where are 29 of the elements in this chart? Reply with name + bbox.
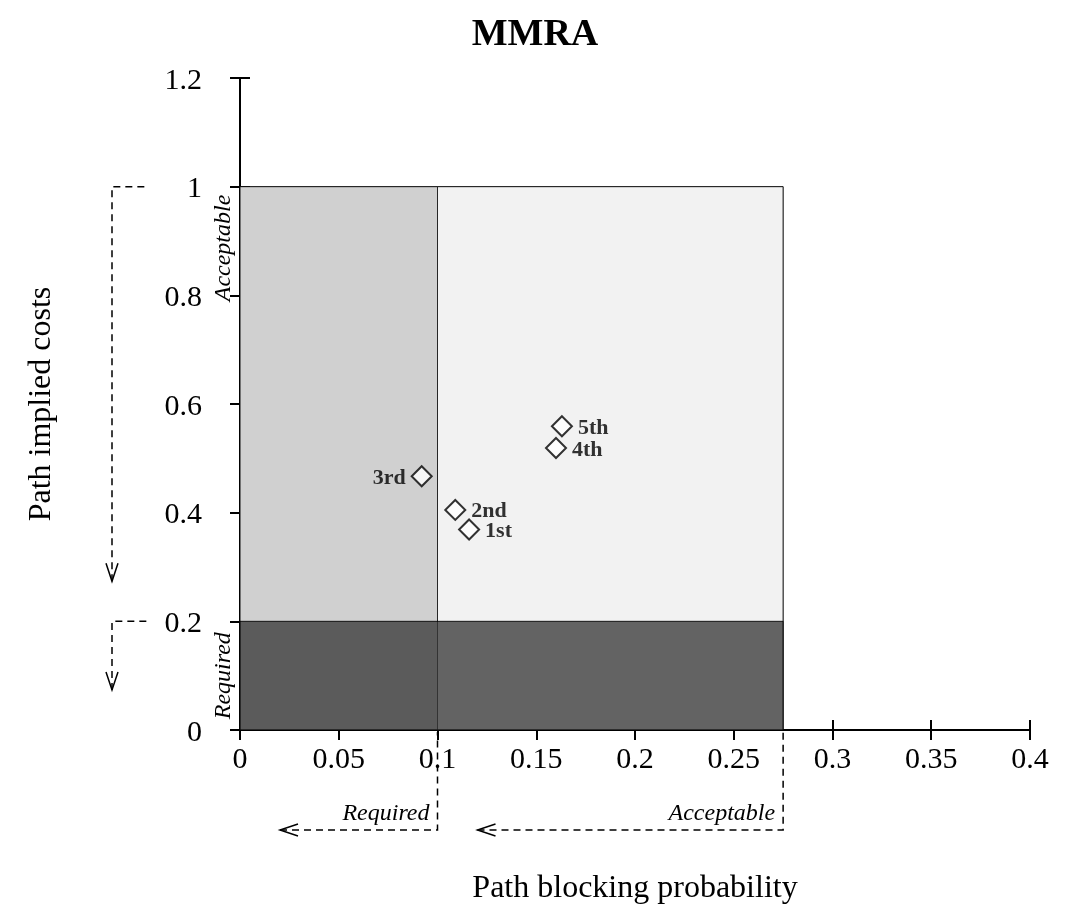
point (444, 498, 467, 521)
x-tick-label: 0.25 (707, 740, 760, 774)
y-axis-title: Path implied costs (21, 286, 57, 522)
x-tick-label: 0.1 (418, 740, 457, 774)
x-tick-label: 0.4 (1011, 740, 1049, 774)
x-tick-label: 0.3 (813, 740, 852, 774)
x-tick-label: 0.15 (510, 740, 563, 774)
y-tick-label: 0.4 (164, 496, 202, 530)
chart-title: MMRA (471, 11, 599, 53)
band-label: Acceptable (666, 799, 776, 825)
y-tick-label: 1.2 (164, 61, 202, 95)
x-tick-label: 0.05 (312, 740, 365, 774)
point (458, 518, 481, 541)
point (545, 437, 567, 460)
band-label: Required (341, 799, 431, 825)
y-tick-label: 0 (187, 713, 202, 747)
band-label: Required (209, 631, 235, 721)
x-tick-label: 0 (232, 740, 248, 774)
point (410, 465, 433, 488)
y-tick-label: 0.8 (164, 278, 202, 312)
y-tick-label: 0.2 (164, 604, 202, 638)
y-tick-label: 0.6 (164, 387, 202, 421)
band-label: Acceptable (209, 194, 235, 304)
x-tick-label: 0.2 (616, 740, 654, 774)
y-tick-label: 1 (187, 170, 202, 204)
x-axis-title: Path blocking probability (472, 868, 798, 904)
annotation: 3rd (372, 463, 406, 489)
x-tick-label: 0.35 (905, 740, 958, 774)
point (550, 415, 573, 438)
